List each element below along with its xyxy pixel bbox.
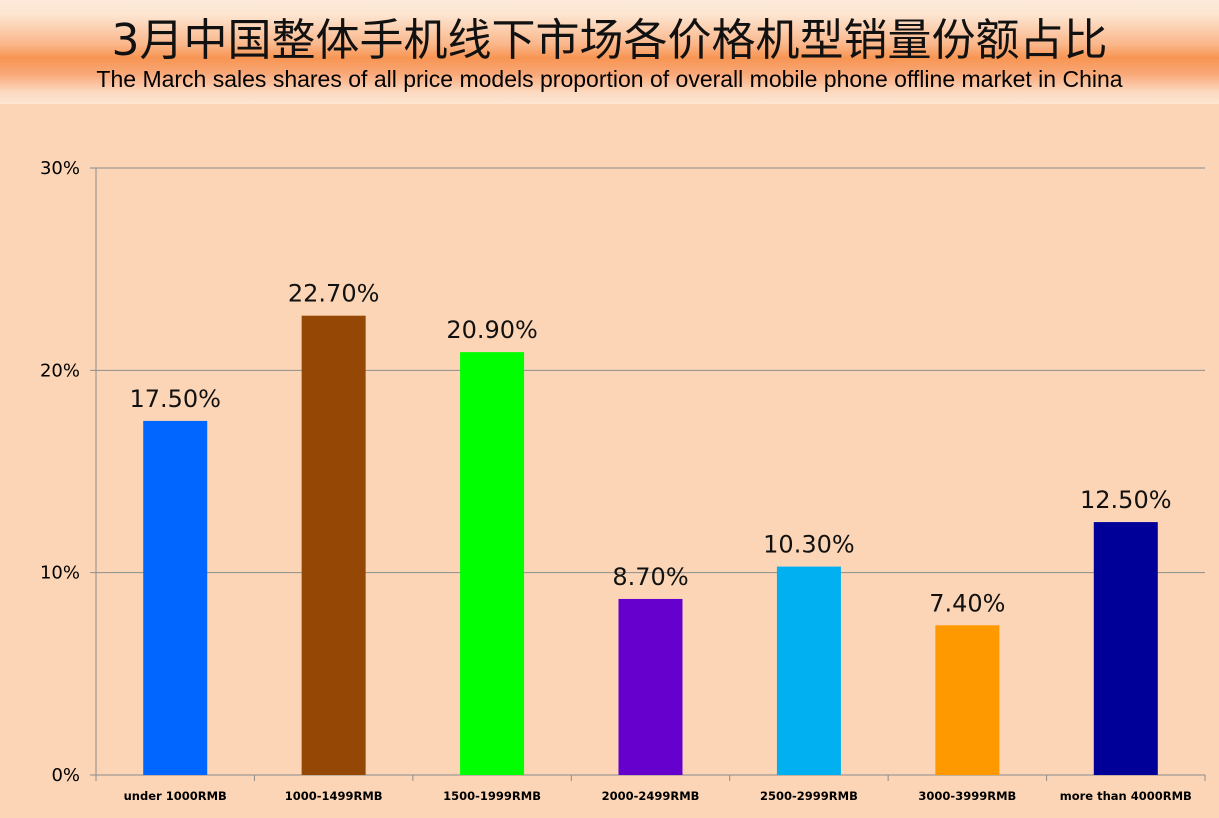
x-tick-label: more than 4000RMB (1060, 789, 1192, 803)
y-tick-label: 0% (51, 765, 80, 786)
bar (301, 315, 366, 775)
bar (143, 420, 208, 775)
data-label: 10.30% (763, 531, 855, 559)
y-tick-label: 10% (40, 563, 80, 584)
x-tick-label: 1500-1999RMB (443, 789, 541, 803)
x-tick-label: 3000-3999RMB (918, 789, 1016, 803)
x-tick-label: 2000-2499RMB (602, 789, 700, 803)
x-tick-label: 2500-2999RMB (760, 789, 858, 803)
bar (618, 598, 683, 775)
data-label: 20.90% (446, 316, 538, 344)
data-label: 7.40% (929, 589, 1005, 617)
data-label: 22.70% (288, 280, 380, 308)
bar (1093, 522, 1158, 775)
title-banner: 3月中国整体手机线下市场各价格机型销量份额占比 The March sales … (0, 0, 1219, 104)
bar (935, 625, 1000, 775)
data-label: 8.70% (612, 563, 688, 591)
y-tick-label: 20% (40, 360, 80, 381)
x-tick-label: 1000-1499RMB (285, 789, 383, 803)
bar (776, 566, 841, 775)
y-tick-label: 30% (40, 158, 80, 179)
bar (460, 352, 525, 775)
data-label: 12.50% (1080, 486, 1172, 514)
chart-title: 3月中国整体手机线下市场各价格机型销量份额占比 (111, 15, 1108, 66)
data-label: 17.50% (129, 385, 221, 413)
x-tick-label: under 1000RMB (124, 789, 227, 803)
chart-subtitle: The March sales shares of all price mode… (96, 66, 1123, 92)
